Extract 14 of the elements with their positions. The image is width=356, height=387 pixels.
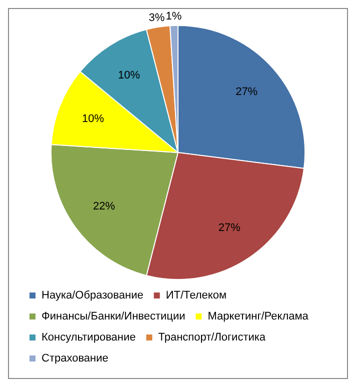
legend-label: Страхование: [42, 352, 108, 365]
data-label: 22%: [93, 200, 116, 212]
legend-label: Транспорт/Логистика: [158, 332, 266, 344]
legend-label: ИТ/Телеком: [166, 290, 227, 302]
legend-label: Финансы/Банки/Инвестиции: [42, 310, 186, 323]
legend-label: Наука/Образование: [42, 290, 144, 302]
data-label: 10%: [82, 112, 104, 125]
data-label: 27%: [218, 222, 241, 234]
data-label: 1%: [166, 10, 182, 23]
data-label: 3%: [148, 12, 165, 24]
legend-label: Маркетинг/Реклама: [208, 310, 310, 323]
data-label: 10%: [118, 69, 140, 82]
legend-label: Консультирование: [42, 332, 136, 344]
data-label: 27%: [236, 86, 258, 98]
